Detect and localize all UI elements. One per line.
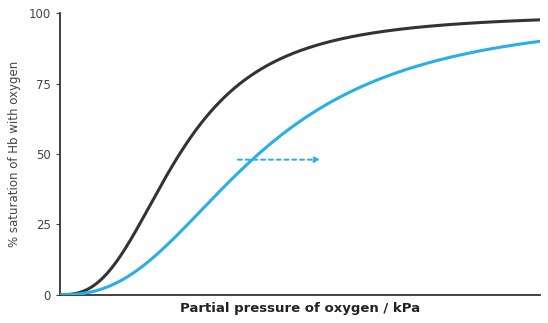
Y-axis label: % saturation of Hb with oxygen: % saturation of Hb with oxygen: [8, 61, 21, 247]
X-axis label: Partial pressure of oxygen / kPa: Partial pressure of oxygen / kPa: [180, 302, 420, 315]
